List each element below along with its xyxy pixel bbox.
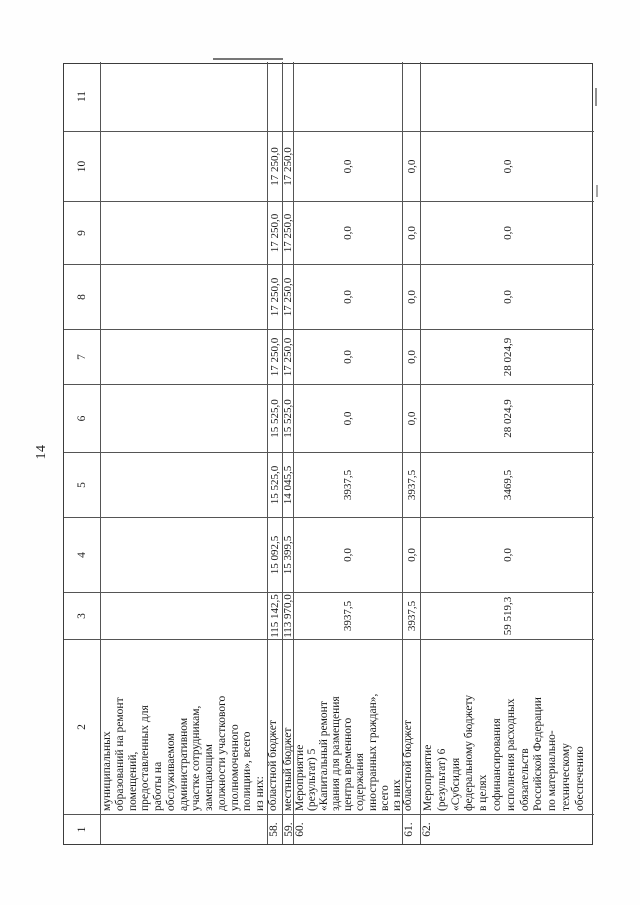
empty-cell [403, 62, 421, 131]
value-cell [101, 329, 268, 384]
value-cell: 15 525,0 [268, 384, 283, 452]
value-cell: 3937,5 [403, 452, 421, 517]
budget-table: 1 2 3 4 5 6 7 8 9 10 11 муниципальных об… [63, 62, 594, 845]
value-cell: 3937,5 [403, 592, 421, 639]
value-cell: 0,0 [421, 201, 594, 264]
column-header-1: 1 [64, 814, 101, 844]
column-header-4: 4 [64, 517, 101, 592]
scan-artifact [595, 88, 597, 106]
value-cell: 17 250,0 [282, 131, 294, 201]
column-header-9: 9 [64, 201, 101, 264]
value-cell: 17 250,0 [268, 329, 283, 384]
row-label-cell: местный бюджет [282, 639, 294, 814]
value-cell: 17 250,0 [268, 131, 283, 201]
value-cell [101, 264, 268, 329]
value-cell: 28 024,9 [421, 329, 594, 384]
value-cell: 115 142,5 [268, 592, 283, 639]
value-cell: 17 250,0 [268, 201, 283, 264]
row-number-cell [101, 814, 268, 844]
row-number-cell: 59. [283, 814, 295, 844]
empty-cell [101, 62, 268, 131]
value-cell: 0,0 [421, 264, 594, 329]
empty-cell [268, 62, 283, 131]
value-cell: 0,0 [294, 201, 403, 264]
value-cell [101, 592, 268, 639]
column-header-2: 2 [64, 639, 101, 814]
column-header-10: 10 [64, 131, 101, 201]
column-header-8: 8 [64, 264, 101, 329]
scan-artifact [596, 185, 598, 197]
value-cell [101, 201, 268, 264]
value-cell: 0,0 [294, 264, 403, 329]
value-cell: 15 399,5 [282, 517, 294, 592]
empty-cell [421, 62, 594, 131]
value-cell [101, 131, 268, 201]
row-number-cell: 58. [268, 814, 283, 844]
value-cell: 17 250,0 [282, 201, 294, 264]
column-header-5: 5 [64, 452, 101, 517]
value-cell: 3937,5 [294, 452, 403, 517]
value-cell: 15 525,0 [268, 452, 283, 517]
value-cell: 0,0 [403, 264, 421, 329]
column-header-6: 6 [64, 384, 101, 452]
value-cell: 0,0 [294, 517, 403, 592]
value-cell: 28 024,9 [421, 384, 594, 452]
value-cell: 3937,5 [294, 592, 403, 639]
value-cell: 0,0 [403, 329, 421, 384]
page-number: 14 [34, 444, 49, 460]
scan-artifact [213, 58, 283, 60]
value-cell: 0,0 [294, 131, 403, 201]
row-number-cell: 60. [294, 814, 403, 844]
empty-cell [294, 62, 403, 131]
value-cell: 0,0 [421, 517, 594, 592]
column-header-7: 7 [64, 329, 101, 384]
value-cell: 0,0 [294, 329, 403, 384]
column-header-3: 3 [64, 592, 101, 639]
row-label-cell: муниципальных образований на ремонт поме… [101, 639, 268, 814]
value-cell: 15 525,0 [282, 384, 294, 452]
value-cell: 0,0 [403, 201, 421, 264]
value-cell: 0,0 [421, 131, 594, 201]
row-label-cell: областной бюджет [267, 639, 283, 814]
value-cell [101, 517, 268, 592]
value-cell: 3469,5 [421, 452, 594, 517]
rotated-table-container: 1 2 3 4 5 6 7 8 9 10 11 муниципальных об… [63, 62, 594, 845]
value-cell: 0,0 [403, 131, 421, 201]
value-cell: 113 970,0 [282, 592, 294, 639]
row-number-cell: 62. [421, 814, 594, 844]
row-label-cell: областной бюджет [402, 639, 421, 814]
value-cell: 14 045,5 [282, 452, 294, 517]
value-cell: 17 250,0 [268, 264, 283, 329]
value-cell [101, 384, 268, 452]
value-cell: 0,0 [403, 517, 421, 592]
value-cell: 15 092,5 [268, 517, 283, 592]
value-cell: 17 250,0 [282, 264, 294, 329]
empty-cell [283, 62, 294, 131]
value-cell: 59 519,3 [421, 592, 594, 639]
row-label-cell: Мероприятие (результат) 6 «Субсидия феде… [421, 639, 594, 814]
value-cell: 0,0 [294, 384, 403, 452]
value-cell: 17 250,0 [282, 329, 294, 384]
value-cell: 0,0 [403, 384, 421, 452]
row-number-cell: 61. [403, 814, 421, 844]
value-cell [101, 452, 268, 517]
column-header-11: 11 [64, 62, 101, 131]
row-label-cell: Мероприятие (результат) 5 «Капитальный р… [294, 639, 403, 814]
